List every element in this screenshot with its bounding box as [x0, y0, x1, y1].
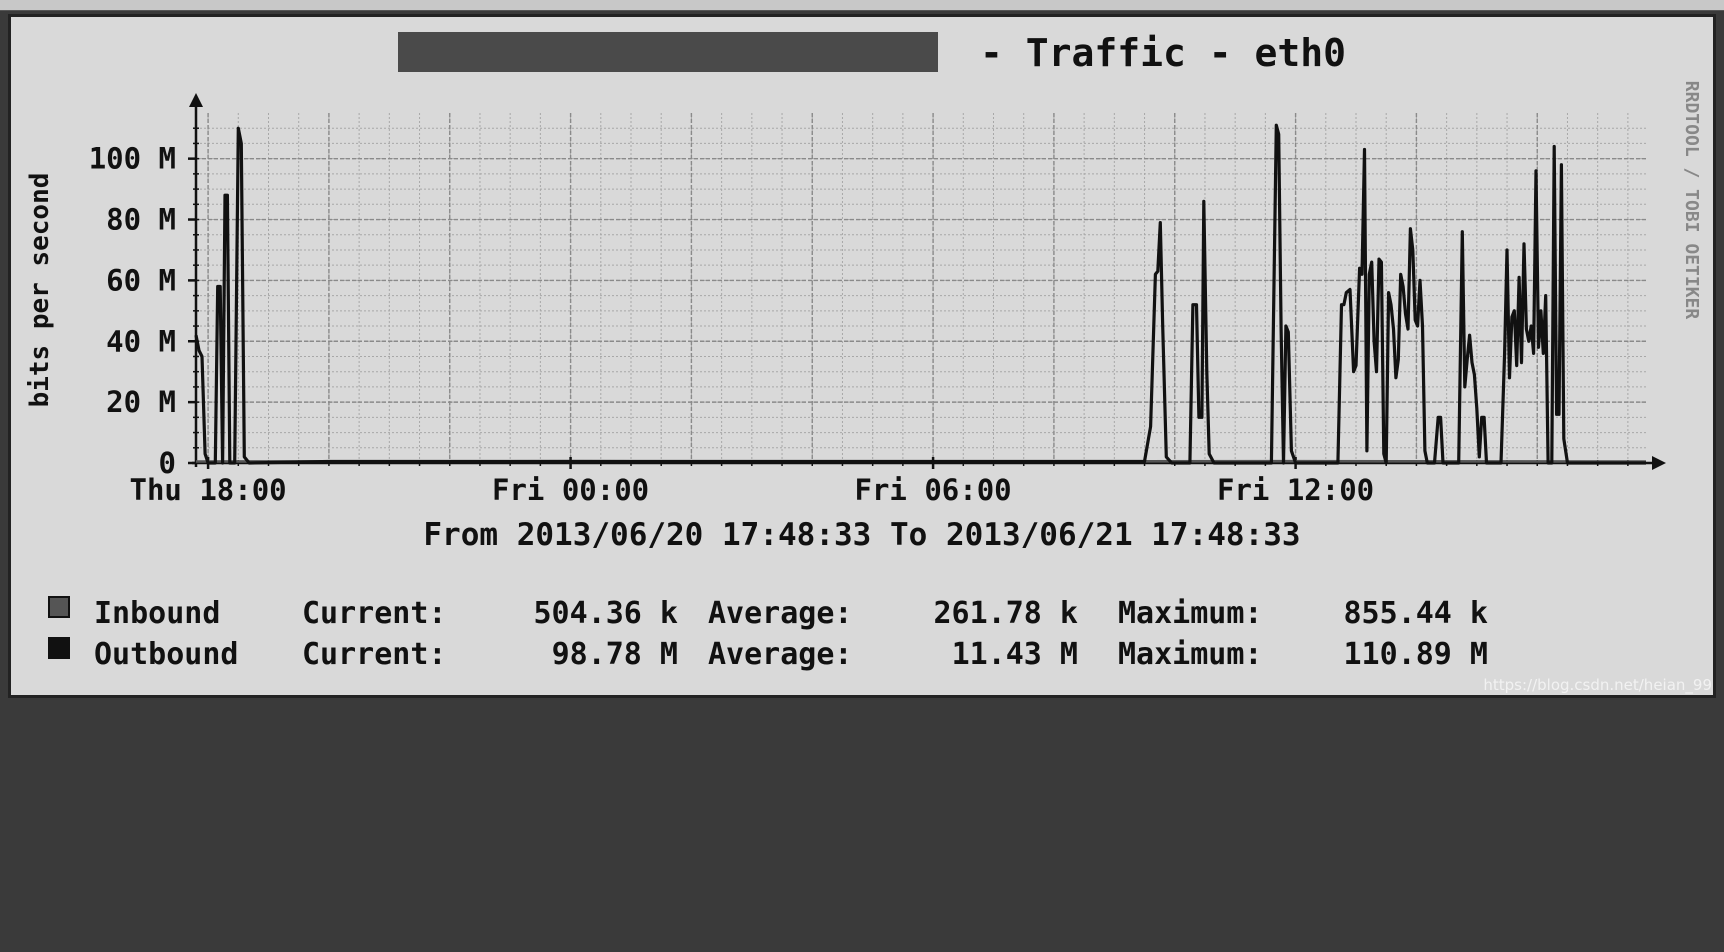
- legend-current-value: 98.78 M: [468, 637, 678, 672]
- legend-current-label: Current:: [302, 596, 447, 631]
- axes: [188, 93, 1666, 470]
- y-tick-label: 80 M: [106, 203, 176, 237]
- legend-average-label: Average:: [708, 596, 853, 631]
- legend-maximum-label: Maximum:: [1118, 637, 1263, 672]
- legend-series-name: Outbound: [94, 637, 239, 672]
- y-axis-label: bits per second: [25, 173, 55, 408]
- legend-current-label: Current:: [302, 637, 447, 672]
- x-tick-label: Fri 12:00: [1217, 473, 1374, 507]
- y-tick-label: 60 M: [106, 263, 176, 297]
- series-lines: [196, 125, 1646, 463]
- y-axis-arrow: [189, 93, 203, 107]
- redacted-hostname: [398, 32, 938, 72]
- minor-grid: [196, 113, 1646, 463]
- major-grid: [196, 113, 1646, 463]
- series-line-outbound: [196, 125, 1646, 463]
- legend-maximum-value: 110.89 M: [1278, 637, 1488, 672]
- time-range-text: From 2013/06/20 17:48:33 To 2013/06/21 1…: [423, 517, 1300, 553]
- legend-inbound: Inbound Current: 504.36 k Average: 261.7…: [48, 596, 84, 634]
- legend-series-name: Inbound: [94, 596, 220, 631]
- legend-current-value: 504.36 k: [468, 596, 678, 631]
- legend-average-label: Average:: [708, 637, 853, 672]
- y-tick-label: 100 M: [89, 142, 176, 176]
- legend-maximum-label: Maximum:: [1118, 596, 1263, 631]
- chart-title: - Traffic - eth0: [980, 31, 1346, 75]
- y-tick-label: 20 M: [106, 385, 176, 419]
- legend-maximum-value: 855.44 k: [1278, 596, 1488, 631]
- x-tick-labels: Thu 18:00 Fri 00:00 Fri 06:00 Fri 12:00: [130, 473, 1375, 507]
- legend-average-value: 261.78 k: [868, 596, 1078, 631]
- x-axis-arrow: [1652, 456, 1666, 470]
- x-tick-label: Thu 18:00: [130, 473, 287, 507]
- inbound-swatch: [48, 596, 70, 618]
- watermark-text: https://blog.csdn.net/heian_99: [1483, 676, 1712, 694]
- legend-outbound: Outbound Current: 98.78 M Average: 11.43…: [48, 637, 84, 675]
- x-tick-label: Fri 06:00: [855, 473, 1012, 507]
- x-tick-label: Fri 00:00: [492, 473, 649, 507]
- rrdtool-credit-label: RRDTOOL / TOBI OETIKER: [1681, 81, 1702, 320]
- legend-average-value: 11.43 M: [868, 637, 1078, 672]
- outbound-swatch: [48, 637, 70, 659]
- y-tick-label: 40 M: [106, 324, 176, 358]
